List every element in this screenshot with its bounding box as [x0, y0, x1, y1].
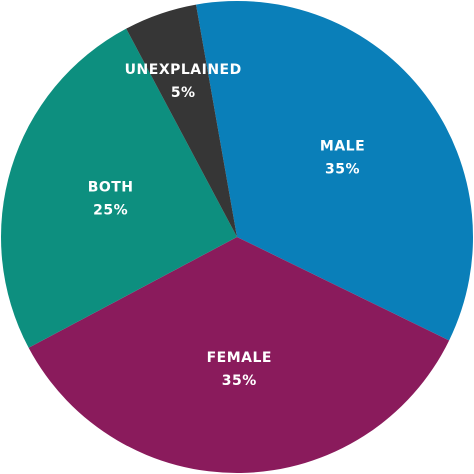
slice-label: FEMALE: [207, 350, 272, 366]
pie-slice: [0, 28, 238, 348]
pie-slice: [196, 0, 474, 341]
pie-slice: [126, 4, 237, 237]
value-label: 25%: [93, 202, 128, 218]
slice-label: UNEXPLAINED: [125, 62, 242, 78]
slice-label: BOTH: [88, 179, 134, 195]
pie-slice: [28, 237, 450, 474]
value-label: 35%: [222, 373, 257, 389]
slice-label: MALE: [320, 138, 365, 154]
value-label: 35%: [325, 161, 360, 177]
value-label: 5%: [171, 85, 196, 101]
